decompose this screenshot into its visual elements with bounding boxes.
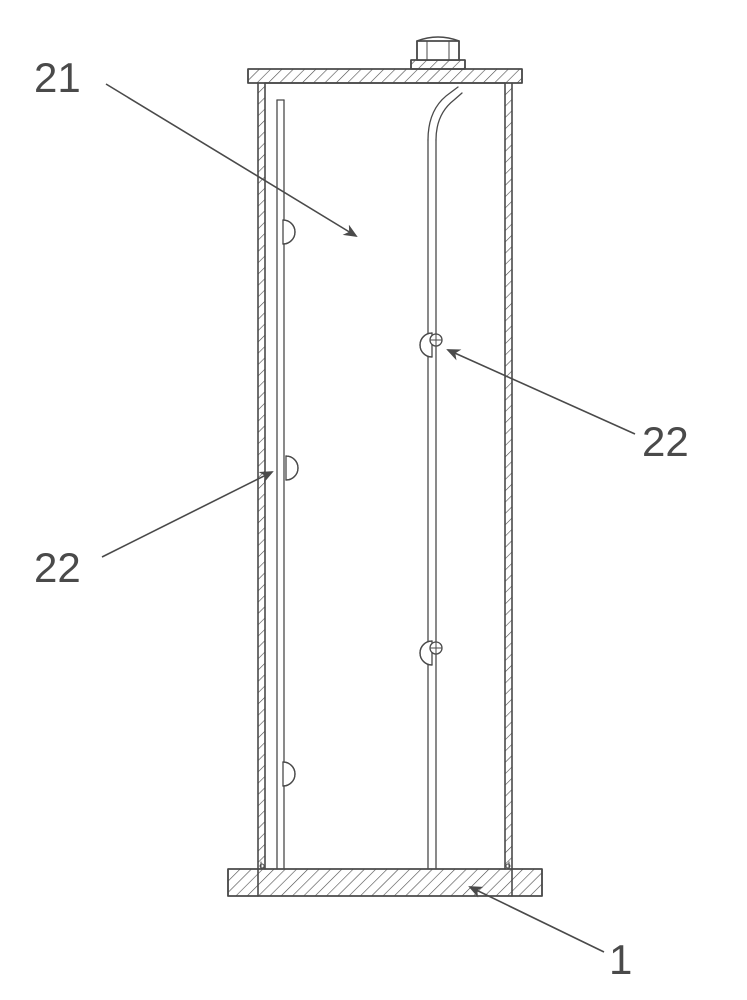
technical-diagram: 21 22 22 1 — [0, 0, 747, 1000]
label-22-left: 22 — [34, 544, 81, 591]
leader-22-right — [448, 350, 635, 434]
top-cap — [411, 37, 465, 69]
bottom-plate — [228, 869, 542, 896]
label-21: 21 — [34, 54, 81, 101]
leader-22-left — [102, 472, 272, 557]
labels: 21 22 22 1 — [34, 54, 689, 983]
label-22-right: 22 — [642, 418, 689, 465]
nozzles-left — [283, 220, 298, 786]
label-1: 1 — [609, 936, 632, 983]
leader-lines — [102, 84, 635, 952]
joint-marks — [260, 862, 510, 869]
leader-21 — [106, 84, 356, 236]
cylinder-walls — [258, 83, 512, 869]
right-internal-pipe — [428, 83, 462, 869]
nozzles-right — [420, 333, 442, 665]
top-plate — [248, 69, 522, 83]
left-internal-pipe — [277, 100, 284, 869]
